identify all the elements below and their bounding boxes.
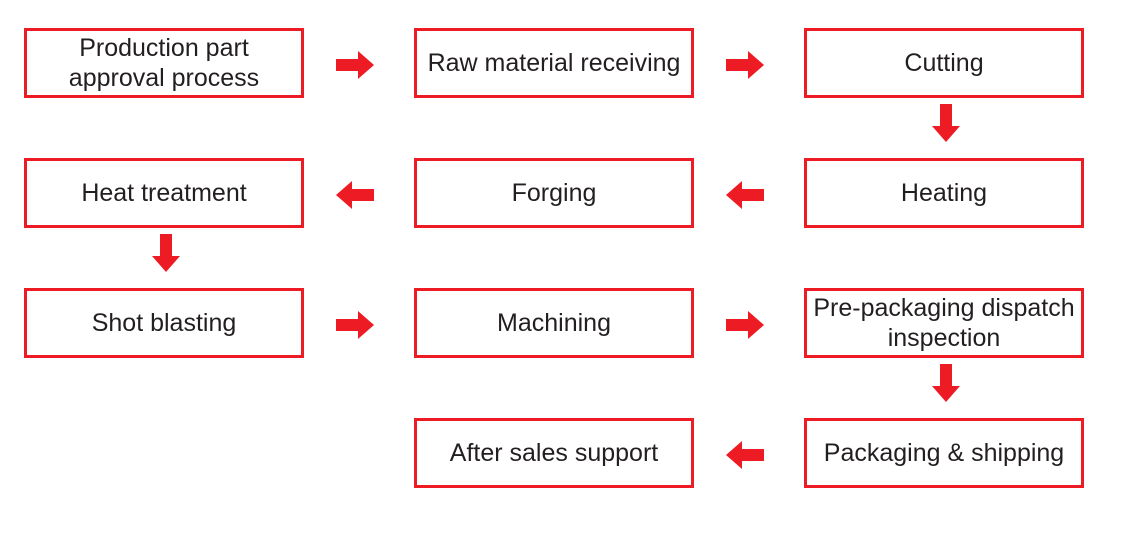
flow-arrow-down-icon xyxy=(932,104,960,142)
flow-arrow-down-icon xyxy=(932,364,960,402)
flow-node-label: Machining xyxy=(497,308,611,338)
flow-arrow-right-icon xyxy=(726,51,764,79)
flow-arrow-right-icon xyxy=(336,51,374,79)
flow-arrow-left-icon xyxy=(726,181,764,209)
flow-node-heating: Heating xyxy=(804,158,1084,228)
flow-node-forging: Forging xyxy=(414,158,694,228)
flow-node-label: Forging xyxy=(512,178,597,208)
flow-arrow-left-icon xyxy=(336,181,374,209)
flow-arrow-left-icon xyxy=(726,441,764,469)
flow-arrow-right-icon xyxy=(336,311,374,339)
flow-node-heat: Heat treatment xyxy=(24,158,304,228)
flow-node-label: Production part approval process xyxy=(31,33,297,93)
flow-arrow-right-icon xyxy=(726,311,764,339)
flow-node-label: Heating xyxy=(901,178,987,208)
flow-node-cutting: Cutting xyxy=(804,28,1084,98)
flow-node-label: After sales support xyxy=(450,438,658,468)
flow-node-label: Raw material receiving xyxy=(428,48,681,78)
flow-node-label: Pre-packaging dispatch inspection xyxy=(811,293,1077,353)
flow-node-packaging: Packaging & shipping xyxy=(804,418,1084,488)
flow-node-label: Shot blasting xyxy=(92,308,237,338)
flow-node-support: After sales support xyxy=(414,418,694,488)
flow-arrow-down-icon xyxy=(152,234,180,272)
flow-node-label: Heat treatment xyxy=(81,178,246,208)
flow-node-label: Cutting xyxy=(904,48,983,78)
flow-node-approval: Production part approval process xyxy=(24,28,304,98)
flow-node-machining: Machining xyxy=(414,288,694,358)
flow-node-raw: Raw material receiving xyxy=(414,28,694,98)
flow-node-inspection: Pre-packaging dispatch inspection xyxy=(804,288,1084,358)
flow-node-shot: Shot blasting xyxy=(24,288,304,358)
flow-node-label: Packaging & shipping xyxy=(824,438,1064,468)
